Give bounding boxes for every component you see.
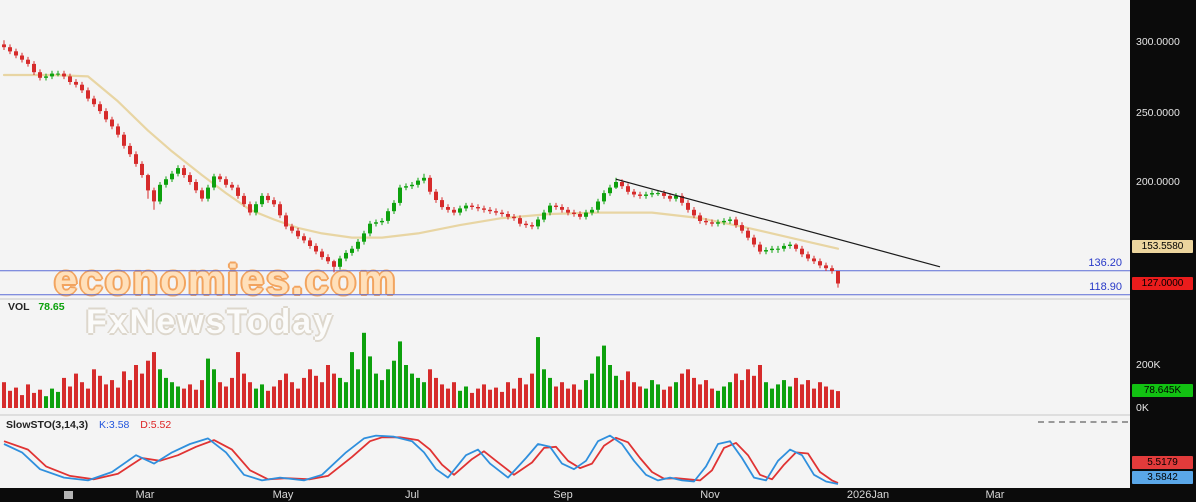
price-tick-200: 200.0000 <box>1136 176 1180 188</box>
price-axis-panel[interactable]: 300.0000 250.0000 200.0000 153.5580 127.… <box>1130 0 1196 488</box>
sto-pane-header: SlowSTO(3,14,3) K:3.58 D:5.52 <box>6 419 171 431</box>
time-tick-mar-1: Mar <box>135 489 155 501</box>
volume-current-value: 78.65 <box>38 301 65 313</box>
time-tick-nov: Nov <box>700 489 720 501</box>
last-price-badge: 127.0000 <box>1132 277 1193 290</box>
time-tick-sep: Sep <box>553 489 573 501</box>
price-tick-250: 250.0000 <box>1136 107 1180 119</box>
time-axis[interactable]: Mar May Jul Sep Nov 2026Jan Mar <box>0 488 1196 502</box>
price-tick-300: 300.0000 <box>1136 36 1180 48</box>
dashed-level-marker <box>1038 421 1128 423</box>
ma-value-badge: 153.5580 <box>1132 240 1193 253</box>
sto-pane-title: SlowSTO(3,14,3) <box>6 419 89 431</box>
sto-k-badge: 3.5842 <box>1132 471 1193 484</box>
sto-k-value: K:3.58 <box>99 419 130 431</box>
support-level-label-2: 118.90 <box>1089 281 1122 293</box>
time-tick-mar-2: Mar <box>985 489 1005 501</box>
time-tick-may: May <box>272 489 294 501</box>
volume-value-badge: 78.645K <box>1132 384 1193 397</box>
support-level-label-1: 136.20 <box>1088 257 1122 269</box>
time-tick-jul: Jul <box>404 489 420 501</box>
volume-pane-title: VOL <box>8 301 30 313</box>
sto-d-value: D:5.52 <box>140 419 172 431</box>
volume-tick-200k: 200K <box>1136 359 1161 371</box>
watermark-fxnewstoday: FxNewsToday <box>86 303 335 341</box>
volume-tick-0k: 0K <box>1136 402 1149 414</box>
volume-pane-header: VOL 78.65 <box>8 301 65 313</box>
time-tick-2026jan: 2026Jan <box>846 489 890 501</box>
sto-d-badge: 5.5179 <box>1132 456 1193 469</box>
scrollbar-handle[interactable] <box>64 491 73 499</box>
